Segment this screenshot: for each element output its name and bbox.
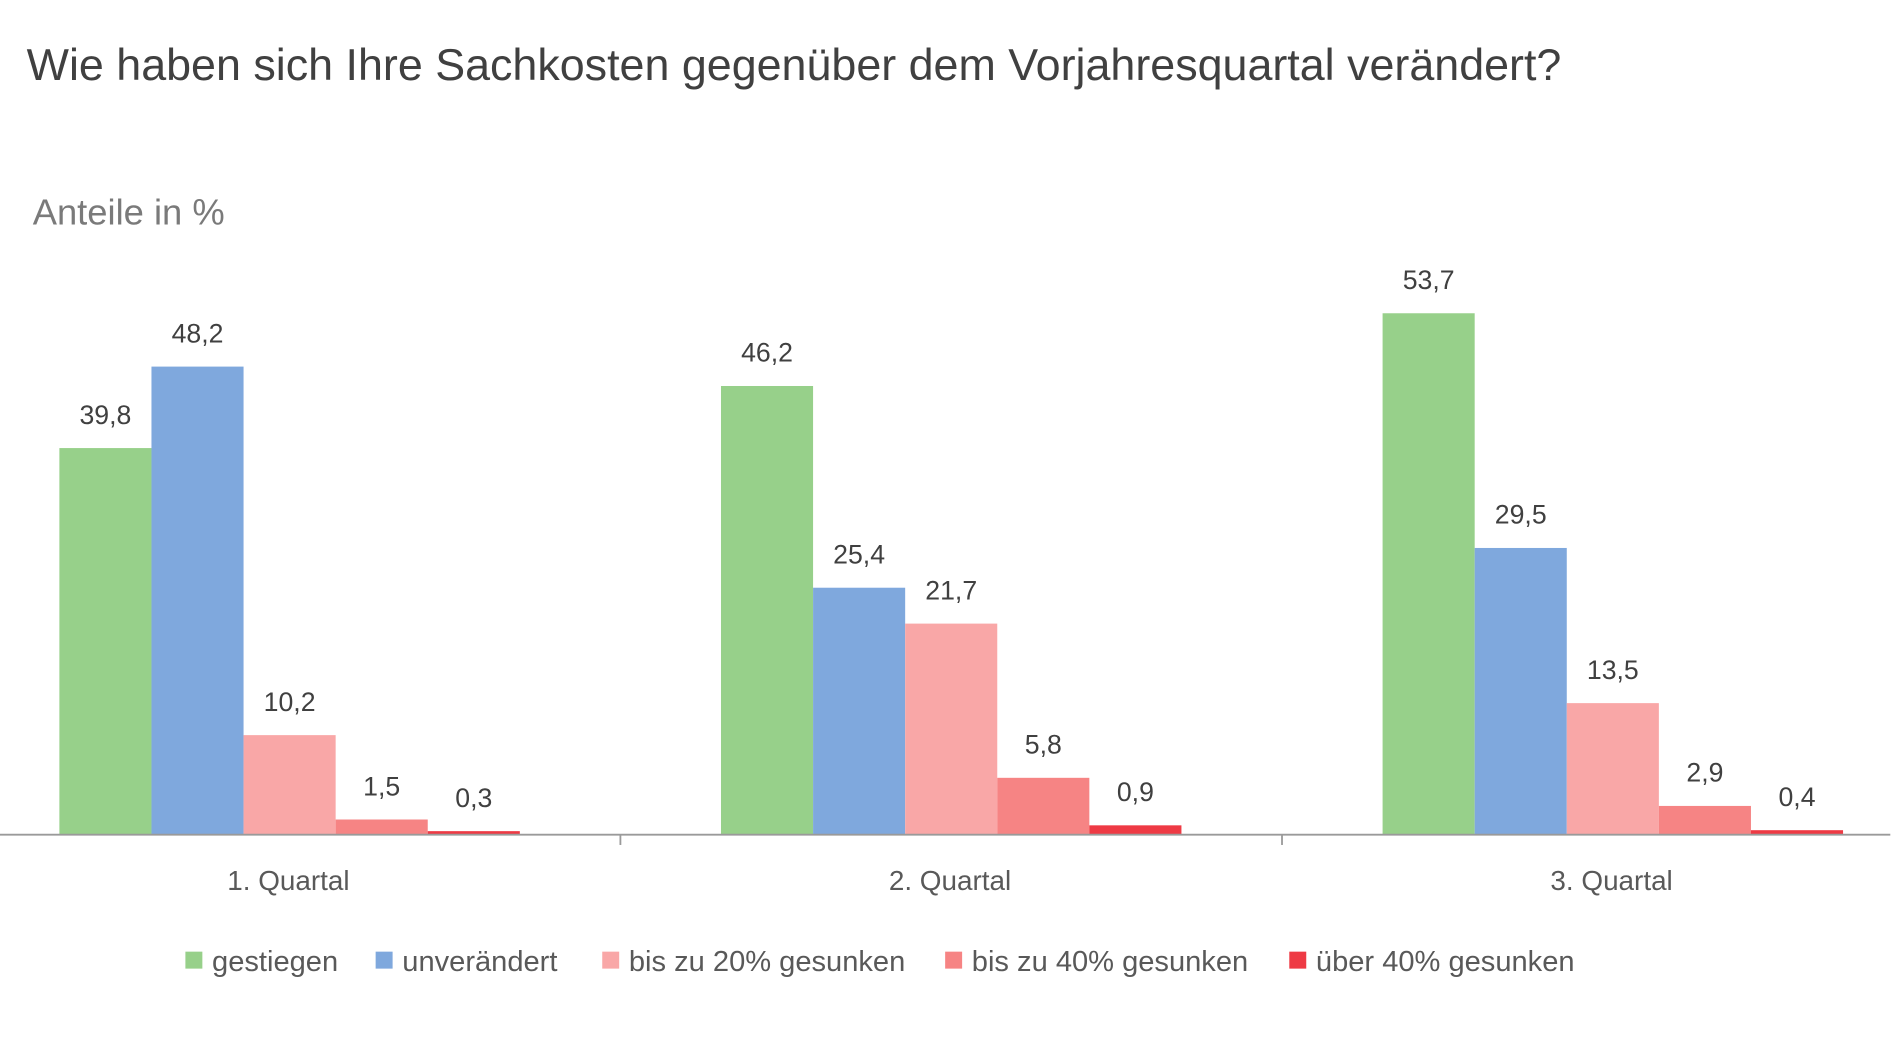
bar	[243, 735, 336, 835]
data-label: 13,5	[1587, 655, 1639, 685]
legend-label: bis zu 40% gesunken	[972, 946, 1248, 978]
legend-label: über 40% gesunken	[1316, 946, 1575, 978]
data-label: 0,9	[1117, 777, 1154, 807]
bar	[427, 831, 520, 835]
x-axis-ticks	[619, 834, 1283, 845]
legend-swatch	[1289, 951, 1307, 969]
data-label: 53,7	[1403, 265, 1455, 295]
data-label: 46,2	[741, 338, 793, 368]
bar	[720, 385, 814, 835]
chart-subtitle: Anteile in %	[33, 191, 225, 232]
legend-swatch	[602, 951, 620, 969]
legend-swatch	[945, 951, 963, 969]
legend-swatch	[375, 951, 393, 969]
bar	[1089, 825, 1182, 835]
bar	[1474, 547, 1567, 835]
data-label: 2,9	[1686, 758, 1723, 788]
bar	[813, 587, 906, 835]
bar	[1566, 703, 1659, 835]
bar	[335, 819, 428, 835]
data-label: 39,8	[79, 400, 131, 430]
bars-group	[59, 313, 1844, 835]
x-tick-label: 2. Quartal	[889, 865, 1011, 896]
data-label: 29,5	[1495, 500, 1547, 530]
bar	[997, 777, 1090, 835]
bar	[1382, 313, 1475, 835]
data-label: 0,3	[455, 783, 492, 813]
bar	[1658, 805, 1751, 835]
legend: gestiegen unverändert bis zu 20% gesunken b…	[185, 946, 1575, 978]
bar	[59, 448, 152, 835]
chart-title: Wie haben sich Ihre Sachkosten gegenüber…	[27, 39, 1562, 90]
data-label: 1,5	[363, 771, 400, 801]
data-label: 21,7	[925, 575, 977, 605]
legend-label: unverändert	[402, 946, 557, 978]
legend-swatch	[185, 951, 203, 969]
bar	[905, 623, 998, 835]
data-label: 25,4	[833, 539, 885, 569]
data-label: 48,2	[172, 318, 224, 348]
data-label: 0,4	[1778, 782, 1815, 812]
bar	[1750, 830, 1844, 835]
x-tick-label: 1. Quartal	[227, 865, 349, 896]
x-axis-tick-labels: 1. Quartal 2. Quartal 3. Quartal	[227, 865, 1673, 896]
data-label: 10,2	[264, 687, 316, 717]
data-labels-group: 39,8 48,2 10,2 1,5 0,3 46,2 25,4 21,7 5,8 0,9 53,7…	[79, 265, 1815, 813]
legend-label: bis zu 20% gesunken	[629, 946, 905, 978]
legend-label: gestiegen	[212, 946, 338, 978]
data-label: 5,8	[1025, 730, 1062, 760]
bar	[151, 366, 244, 835]
x-tick-label: 3. Quartal	[1550, 865, 1672, 896]
